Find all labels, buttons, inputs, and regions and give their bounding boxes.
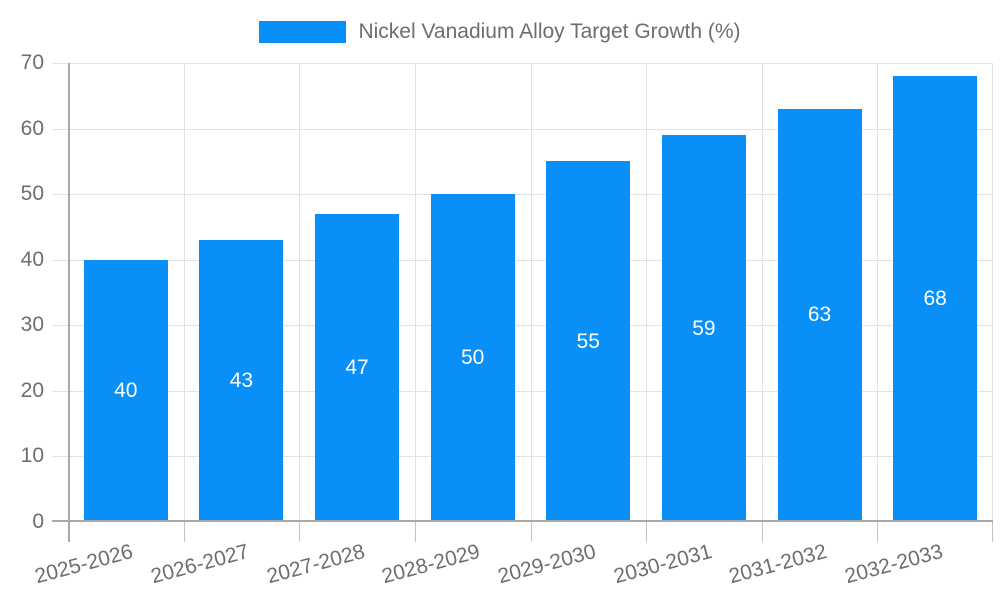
gridline-x-3 bbox=[414, 63, 416, 522]
bar-2030-2031[interactable]: 59 bbox=[661, 135, 746, 522]
x-axis-label: 2026-2027 bbox=[148, 540, 252, 589]
gridline-x-7 bbox=[877, 63, 879, 522]
legend-swatch bbox=[259, 21, 347, 43]
y-axis-tick-label: 0 bbox=[32, 510, 44, 533]
bar-slot: 59 bbox=[646, 63, 762, 522]
bar-2028-2029[interactable]: 50 bbox=[430, 194, 515, 522]
y-axis-tick-label: 50 bbox=[20, 182, 44, 206]
bar-value-label: 55 bbox=[576, 329, 600, 353]
gridline-y-60 bbox=[52, 128, 993, 130]
bar-slot: 55 bbox=[531, 63, 647, 522]
gridline-y-40 bbox=[52, 259, 993, 261]
gridline-x-2 bbox=[299, 63, 301, 522]
bar-value-label: 40 bbox=[114, 378, 138, 402]
y-axis-line bbox=[68, 63, 70, 542]
x-axis-tick-mark bbox=[183, 522, 185, 542]
plot-area: 40 43 47 50 55 59 63 68 bbox=[52, 63, 993, 542]
bar-value-label: 63 bbox=[807, 303, 832, 327]
bar-2027-2028[interactable]: 47 bbox=[315, 213, 400, 522]
bar-value-label: 47 bbox=[345, 355, 369, 379]
gridline-x-8 bbox=[992, 63, 993, 522]
gridline-x-1 bbox=[183, 63, 185, 522]
gridline-y-30 bbox=[52, 325, 993, 327]
x-axis-line bbox=[52, 520, 993, 522]
x-axis-tick-mark bbox=[877, 522, 879, 542]
bar-value-label: 68 bbox=[923, 287, 947, 311]
gridline-x-4 bbox=[530, 63, 532, 522]
bar-slot: 63 bbox=[762, 63, 878, 522]
bar-slot: 68 bbox=[877, 63, 993, 522]
y-axis-tick-label: 60 bbox=[20, 116, 44, 140]
legend-label: Nickel Vanadium Alloy Target Growth (%) bbox=[358, 20, 741, 43]
bar-2026-2027[interactable]: 43 bbox=[199, 240, 284, 522]
y-axis-tick-label: 20 bbox=[20, 378, 44, 402]
y-axis-tick-label: 70 bbox=[20, 51, 44, 74]
bar-value-label: 43 bbox=[229, 369, 254, 393]
y-axis: 0 10 20 30 40 50 60 70 bbox=[0, 51, 44, 533]
y-axis-tick-label: 40 bbox=[20, 247, 44, 271]
gridline-y-10 bbox=[52, 456, 993, 458]
x-axis-tick-mark bbox=[414, 522, 416, 542]
x-axis-label: 2027-2028 bbox=[264, 540, 368, 589]
bar-value-label: 50 bbox=[461, 346, 485, 370]
x-axis-label: 2029-2030 bbox=[495, 540, 599, 589]
x-axis-label: 2030-2031 bbox=[610, 540, 714, 589]
x-axis-tick-mark bbox=[646, 522, 648, 542]
bar-slot: 43 bbox=[184, 63, 300, 522]
x-axis-label: 2032-2033 bbox=[842, 540, 946, 589]
bar-2025-2026[interactable]: 40 bbox=[83, 259, 168, 522]
bar-slot: 50 bbox=[415, 63, 531, 522]
x-axis-label: 2031-2032 bbox=[726, 540, 830, 589]
bar-slot: 40 bbox=[68, 63, 184, 522]
x-axis-tick-mark bbox=[761, 522, 763, 542]
gridline-x-6 bbox=[761, 63, 763, 522]
x-axis-label: 2028-2029 bbox=[379, 540, 483, 589]
y-axis-tick-label: 30 bbox=[20, 313, 44, 337]
x-axis-tick-mark bbox=[992, 522, 993, 542]
bar-2031-2032[interactable]: 63 bbox=[777, 108, 862, 522]
y-axis-tick-label: 10 bbox=[20, 444, 44, 468]
gridline-y-70 bbox=[52, 63, 993, 64]
x-axis-tick-mark bbox=[299, 522, 301, 542]
gridline-y-20 bbox=[52, 390, 993, 392]
bar-value-label: 59 bbox=[692, 316, 716, 340]
legend[interactable]: Nickel Vanadium Alloy Target Growth (%) bbox=[0, 19, 1000, 45]
bar-2029-2030[interactable]: 55 bbox=[546, 161, 631, 522]
gridline-y-50 bbox=[52, 194, 993, 196]
gridline-x-5 bbox=[646, 63, 648, 522]
bar-2032-2033[interactable]: 68 bbox=[893, 76, 978, 522]
x-axis-label: 2025-2026 bbox=[32, 540, 136, 589]
bar-slot: 47 bbox=[299, 63, 415, 522]
x-axis-tick-mark bbox=[530, 522, 532, 542]
